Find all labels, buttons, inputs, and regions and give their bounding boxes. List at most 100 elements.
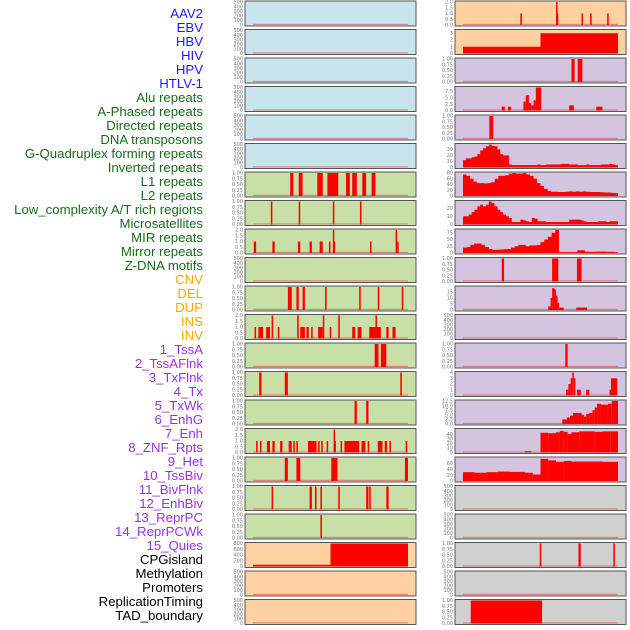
y-tick-label: 1.00: [442, 598, 453, 604]
signal-bar: [589, 412, 593, 424]
y-tick-label: 400: [233, 4, 243, 10]
signal-bar: [548, 460, 556, 481]
y-tick-label: 1.00: [232, 370, 243, 376]
track-label: DNA transposons: [100, 132, 203, 147]
y-tick-label: 5.0: [445, 95, 453, 101]
y-tick-label: 5: [450, 302, 453, 308]
signal-bar: [489, 116, 494, 139]
signal-bar: [332, 230, 335, 253]
y-tick-label: 0.50: [232, 467, 243, 473]
signal-bar: [463, 46, 541, 54]
signal-bar: [405, 441, 408, 453]
y-tick-label: 10: [447, 446, 453, 452]
signal-bar: [567, 434, 572, 453]
signal-bar: [288, 441, 292, 453]
y-tick-label: 200: [233, 156, 243, 162]
y-tick-label: 20: [447, 206, 453, 212]
signal-bar: [581, 414, 584, 424]
signal-bar: [258, 327, 264, 339]
y-tick-label: 500: [233, 0, 243, 6]
signal-bar: [463, 472, 475, 481]
track-panel: [244, 257, 417, 283]
signal-bar: [562, 419, 567, 424]
y-tick-label: 200: [233, 270, 243, 276]
y-tick-label: 2: [450, 382, 453, 388]
signal-bar: [386, 486, 389, 510]
signal-bar: [576, 389, 581, 396]
y-tick-label: 300: [233, 123, 243, 129]
y-tick-label: 1.00: [442, 541, 453, 547]
signal-bar: [540, 432, 549, 453]
y-tick-label: 0.50: [232, 410, 243, 416]
y-tick-label: 1.0: [235, 239, 243, 245]
track-label: Mirror repeats: [120, 244, 203, 259]
signal-bar: [571, 461, 587, 481]
y-tick-label: 0.50: [232, 296, 243, 302]
track-label: Alu repeats: [136, 90, 203, 105]
signal-bar: [509, 471, 525, 481]
y-tick-label: 500: [233, 57, 243, 63]
y-tick-label: 300: [233, 9, 243, 15]
signal-bar: [321, 441, 323, 453]
baseline: [463, 308, 618, 310]
y-tick-label: 400: [233, 33, 243, 39]
signal-bar: [474, 472, 487, 481]
y-tick-label: 50: [447, 237, 453, 243]
signal-bar: [569, 415, 574, 424]
y-tick-label: 200: [233, 99, 243, 105]
signal-bar: [563, 460, 572, 481]
baseline: [463, 508, 618, 510]
y-tick-label: 0: [450, 393, 453, 399]
signal-bar: [375, 315, 377, 339]
y-tick-label: 2.5: [445, 102, 453, 108]
signal-bar: [501, 258, 505, 282]
signal-bar: [327, 173, 339, 196]
y-tick-label: 10: [447, 159, 453, 165]
signal-bar: [592, 410, 595, 424]
track-panel: [244, 0, 417, 27]
signal-bar: [361, 441, 366, 453]
y-tick-label: 20: [447, 188, 453, 194]
signal-bar: [300, 327, 305, 339]
y-tick-label: 0.75: [232, 518, 243, 524]
y-tick-label: 0.50: [442, 268, 453, 274]
y-tick-label: 10: [447, 214, 453, 220]
y-tick-label: 0.50: [232, 382, 243, 388]
signal-bar: [369, 327, 376, 339]
signal-bar: [397, 241, 399, 253]
baseline: [253, 280, 408, 282]
y-tick-label: 400: [443, 489, 453, 495]
y-tick-label: 0.25: [442, 558, 453, 564]
y-tick-label: 0.00: [232, 365, 243, 371]
y-tick-label: 0.25: [442, 131, 453, 137]
y-tick-label: 100: [233, 275, 243, 281]
y-tick-label: 0.50: [232, 353, 243, 359]
y-tick-label: 0.25: [442, 615, 453, 621]
y-tick-label: 0.5: [445, 17, 453, 23]
signal-bar: [259, 441, 262, 453]
signal-bar: [566, 417, 570, 424]
signal-bar: [594, 431, 603, 453]
y-tick-label: 500: [233, 570, 243, 576]
baseline: [253, 23, 408, 25]
signal-bar: [590, 13, 592, 25]
y-tick-label: 30: [447, 436, 453, 442]
track-panel: [454, 0, 627, 27]
signal-bar: [389, 441, 391, 453]
signal-bar: [586, 389, 590, 396]
signal-bar: [330, 543, 408, 567]
y-tick-label: 0: [240, 108, 243, 114]
signal-bar: [253, 241, 257, 253]
y-tick-label: 0.00: [232, 479, 243, 485]
y-tick-label: 400: [233, 553, 243, 559]
y-tick-label: 0: [240, 564, 243, 570]
signal-bar: [271, 315, 274, 339]
y-tick-label: 400: [443, 318, 453, 324]
signal-bar: [352, 327, 356, 339]
signal-bar: [346, 173, 350, 196]
signal-bar: [613, 543, 615, 567]
signal-bar: [377, 287, 380, 310]
signal-bar: [497, 471, 510, 481]
signal-profile: [463, 230, 618, 253]
signal-bar: [326, 441, 329, 453]
